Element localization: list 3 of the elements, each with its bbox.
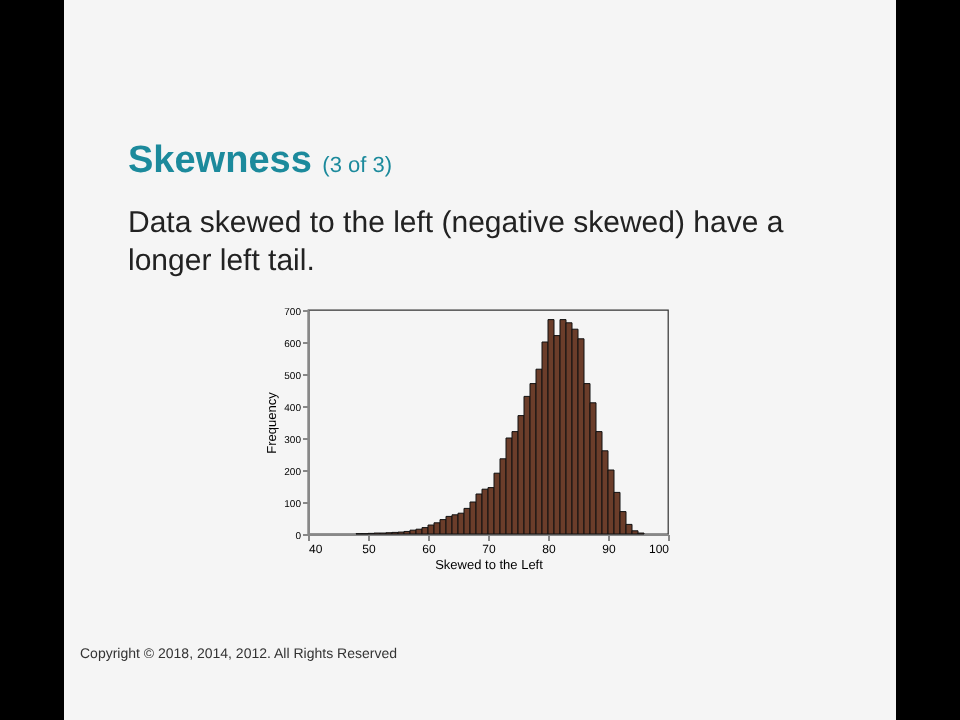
chart-subtitle: (3 of 3) <box>322 154 393 178</box>
text: Data skewed to the left (negative skewed) have a longer left tail. <box>128 204 786 280</box>
chart-title: Skewness <box>128 140 312 182</box>
